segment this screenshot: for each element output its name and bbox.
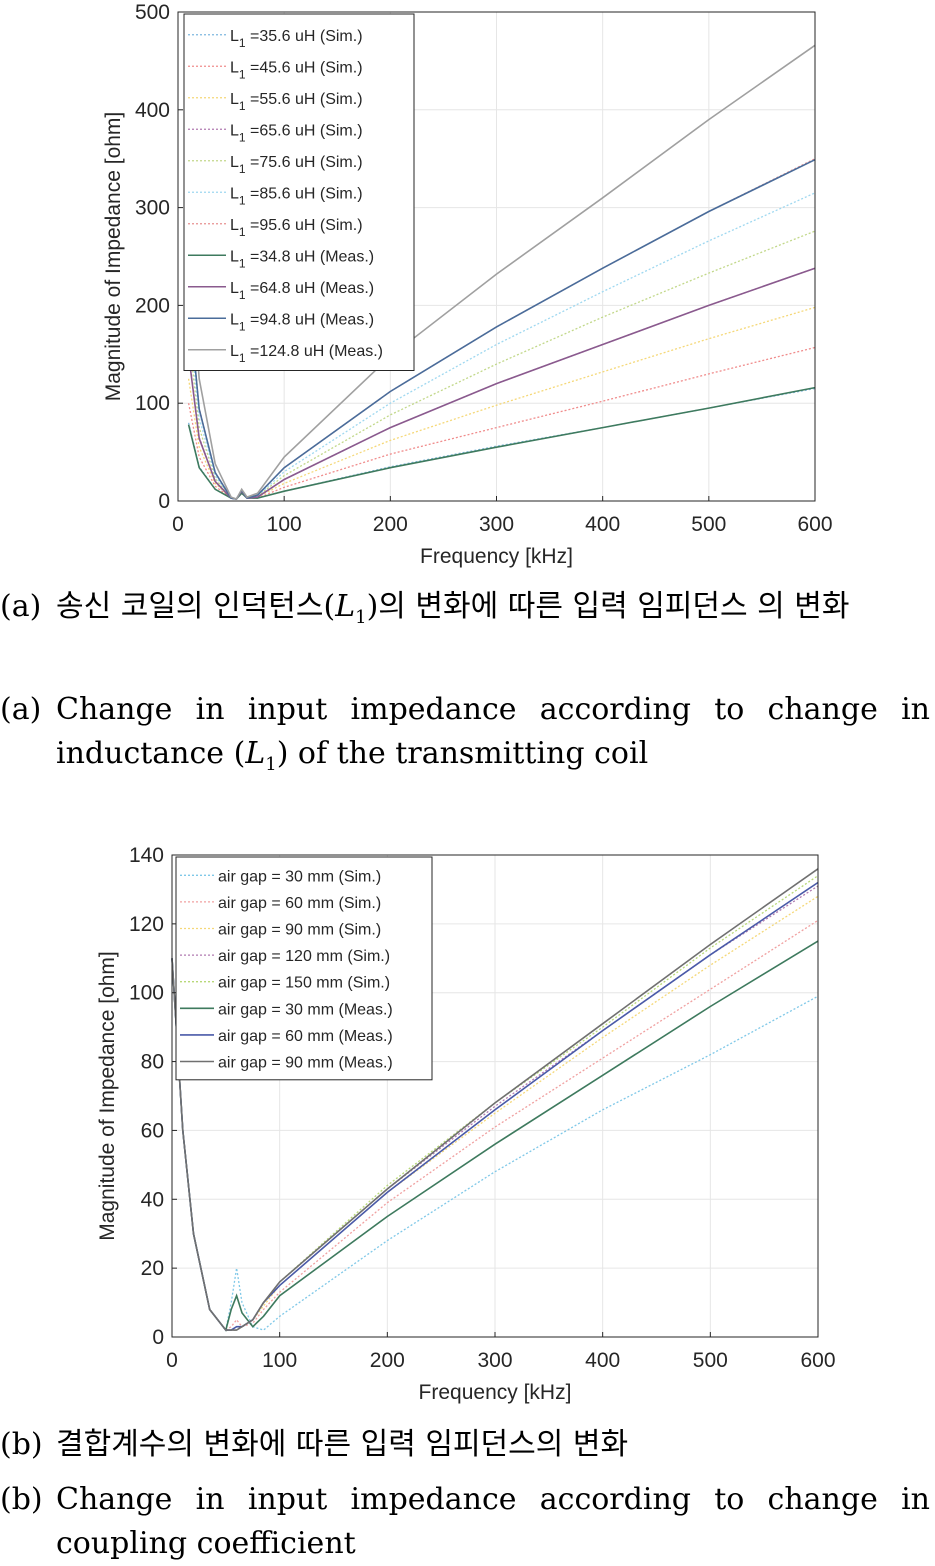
chart2-legend-label: air gap = 90 mm (Sim.): [218, 922, 381, 939]
chart2-y-tick-label: 80: [141, 1051, 164, 1074]
chart1-x-axis-label: Frequency [kHz]: [420, 545, 573, 568]
chart1-x-tick-label: 600: [797, 513, 832, 536]
chart2-x-tick-label: 300: [477, 1349, 512, 1372]
chart1-series-line-9: [187, 267, 816, 500]
caption-a-en-text-2: ) of the transmitting coil: [276, 736, 649, 771]
chart2-legend-label: air gap = 30 mm (Sim.): [218, 868, 381, 885]
caption-b-label: (b): [0, 1427, 43, 1462]
chart2-legend-label: air gap = 30 mm (Meas.): [218, 1001, 393, 1018]
caption-b-english: (b) Change in input impedance according t…: [0, 1478, 930, 1566]
caption-a-ko-symbol: L: [335, 589, 356, 624]
chart2-y-tick-label: 0: [152, 1326, 164, 1349]
chart1-y-tick-label: 300: [135, 197, 170, 220]
chart1-y-tick-label: 0: [158, 490, 170, 513]
chart1-y-tick-label: 500: [135, 1, 170, 24]
chart1-x-tick-label: 400: [585, 513, 620, 536]
caption-a-en-subscript: 1: [265, 754, 277, 775]
caption-a-en-text-1: Change in input impedance according to c…: [56, 692, 930, 771]
chart2-y-axis-label: Magnitude of Impedance [ohm]: [96, 951, 119, 1241]
caption-b-en-label: (b): [0, 1482, 43, 1517]
chart1-legend-label: L1 =85.6 uH (Sim.): [230, 185, 363, 207]
chart1-legend-label: L1 =55.6 uH (Sim.): [230, 91, 363, 113]
chart2-series-line-2: [171, 919, 819, 1331]
chart1-legend-label: L1 =35.6 uH (Sim.): [230, 28, 363, 50]
chart2-series-line-4: [171, 885, 819, 1331]
caption-a-korean: (a) 송신 코일의 인덕턴스(L1)의 변화에 따른 입력 임피던스 의 변화: [0, 585, 930, 640]
caption-b-korean: (b) 결합계수의 변화에 따른 입력 임피던스의 변화: [0, 1423, 930, 1467]
chart2-legend-label: air gap = 90 mm (Meas.): [218, 1055, 393, 1072]
chart1-x-tick-label: 500: [691, 513, 726, 536]
chart1-y-tick-label: 200: [135, 294, 170, 317]
chart1-legend-label: L1 =94.8 uH (Meas.): [230, 311, 374, 333]
chart1-series-line-3: [187, 306, 816, 500]
caption-a-en-label: (a): [0, 692, 42, 727]
chart1-y-tick-label: 100: [135, 392, 170, 415]
chart2-legend-label: air gap = 60 mm (Sim.): [218, 895, 381, 912]
caption-a-ko-subscript: 1: [355, 607, 367, 628]
chart2-y-tick-label: 140: [129, 844, 164, 867]
chart2-legend-label: air gap = 150 mm (Sim.): [218, 975, 390, 992]
chart1-series-line-2: [187, 346, 816, 500]
chart2-x-tick-label: 100: [262, 1349, 297, 1372]
chart1-series-line-10: [187, 158, 816, 500]
impedance-vs-inductance-chart: 0 100 200 300 400 500 600 0 100 200 300 400 500 Frequ…: [102, 1, 833, 568]
chart2-y-tick-label: 100: [129, 982, 164, 1005]
caption-b-en-text: Change in input impedance according to c…: [56, 1482, 930, 1561]
chart2-y-tick-label: 60: [141, 1119, 164, 1142]
chart2-legend-label: air gap = 120 mm (Sim.): [218, 948, 390, 965]
chart2-x-tick-label: 400: [585, 1349, 620, 1372]
chart1-x-tick-label: 100: [267, 513, 302, 536]
chart1-series-line-11: [187, 44, 816, 500]
chart2-y-tick-label: 120: [129, 913, 164, 936]
chart1-x-tick-label: 200: [373, 513, 408, 536]
chart1-legend-label: L1 =124.8 uH (Meas.): [230, 343, 383, 365]
chart1-x-tick-label: 0: [172, 513, 184, 536]
chart1-legend-box: [183, 13, 415, 371]
chart1-y-tick-label: 400: [135, 99, 170, 122]
chart1-legend-label: L1 =65.6 uH (Sim.): [230, 122, 363, 144]
chart2-legend-label: air gap = 60 mm (Meas.): [218, 1028, 393, 1045]
chart2-x-tick-label: 500: [693, 1349, 728, 1372]
caption-a-ko-text-2: )의 변화에 따른 입력 임피던스 의 변화: [366, 589, 850, 624]
chart2-x-tick-label: 200: [370, 1349, 405, 1372]
chart1-legend-label: L1 =75.6 uH (Sim.): [230, 154, 363, 176]
chart1-x-tick-label: 300: [479, 513, 514, 536]
caption-b-ko-text: 결합계수의 변화에 따른 입력 임피던스의 변화: [56, 1427, 629, 1462]
impedance-vs-coupling-chart: 0 100 200 300 400 500 600 0 20 40 60 80 100 120 140 Fre…: [96, 844, 836, 1404]
chart2-y-tick-label: 40: [141, 1188, 164, 1211]
chart2-x-tick-label: 0: [166, 1349, 178, 1372]
caption-a-english: (a) Change in input impedance according t…: [0, 688, 930, 787]
caption-a-label: (a): [0, 589, 42, 624]
chart1-legend-label: L1 =45.6 uH (Sim.): [230, 59, 363, 81]
chart2-y-tick-label: 20: [141, 1257, 164, 1280]
chart2-x-tick-label: 600: [800, 1349, 835, 1372]
chart1-legend-label: L1 =95.6 uH (Sim.): [230, 217, 363, 239]
chart2-x-axis-label: Frequency [kHz]: [419, 1381, 572, 1404]
chart2-legend-box: [175, 856, 433, 1081]
chart1-legend-label: L1 =64.8 uH (Meas.): [230, 280, 374, 302]
chart1-y-axis-label: Magnitude of Impedance [ohm]: [102, 112, 125, 402]
caption-a-en-symbol: L: [245, 736, 266, 771]
chart2-series-line-8: [171, 868, 819, 1331]
chart1-legend-label: L1 =34.8 uH (Meas.): [230, 248, 374, 270]
caption-a-ko-text-1: 송신 코일의 인덕턴스(: [56, 589, 336, 624]
